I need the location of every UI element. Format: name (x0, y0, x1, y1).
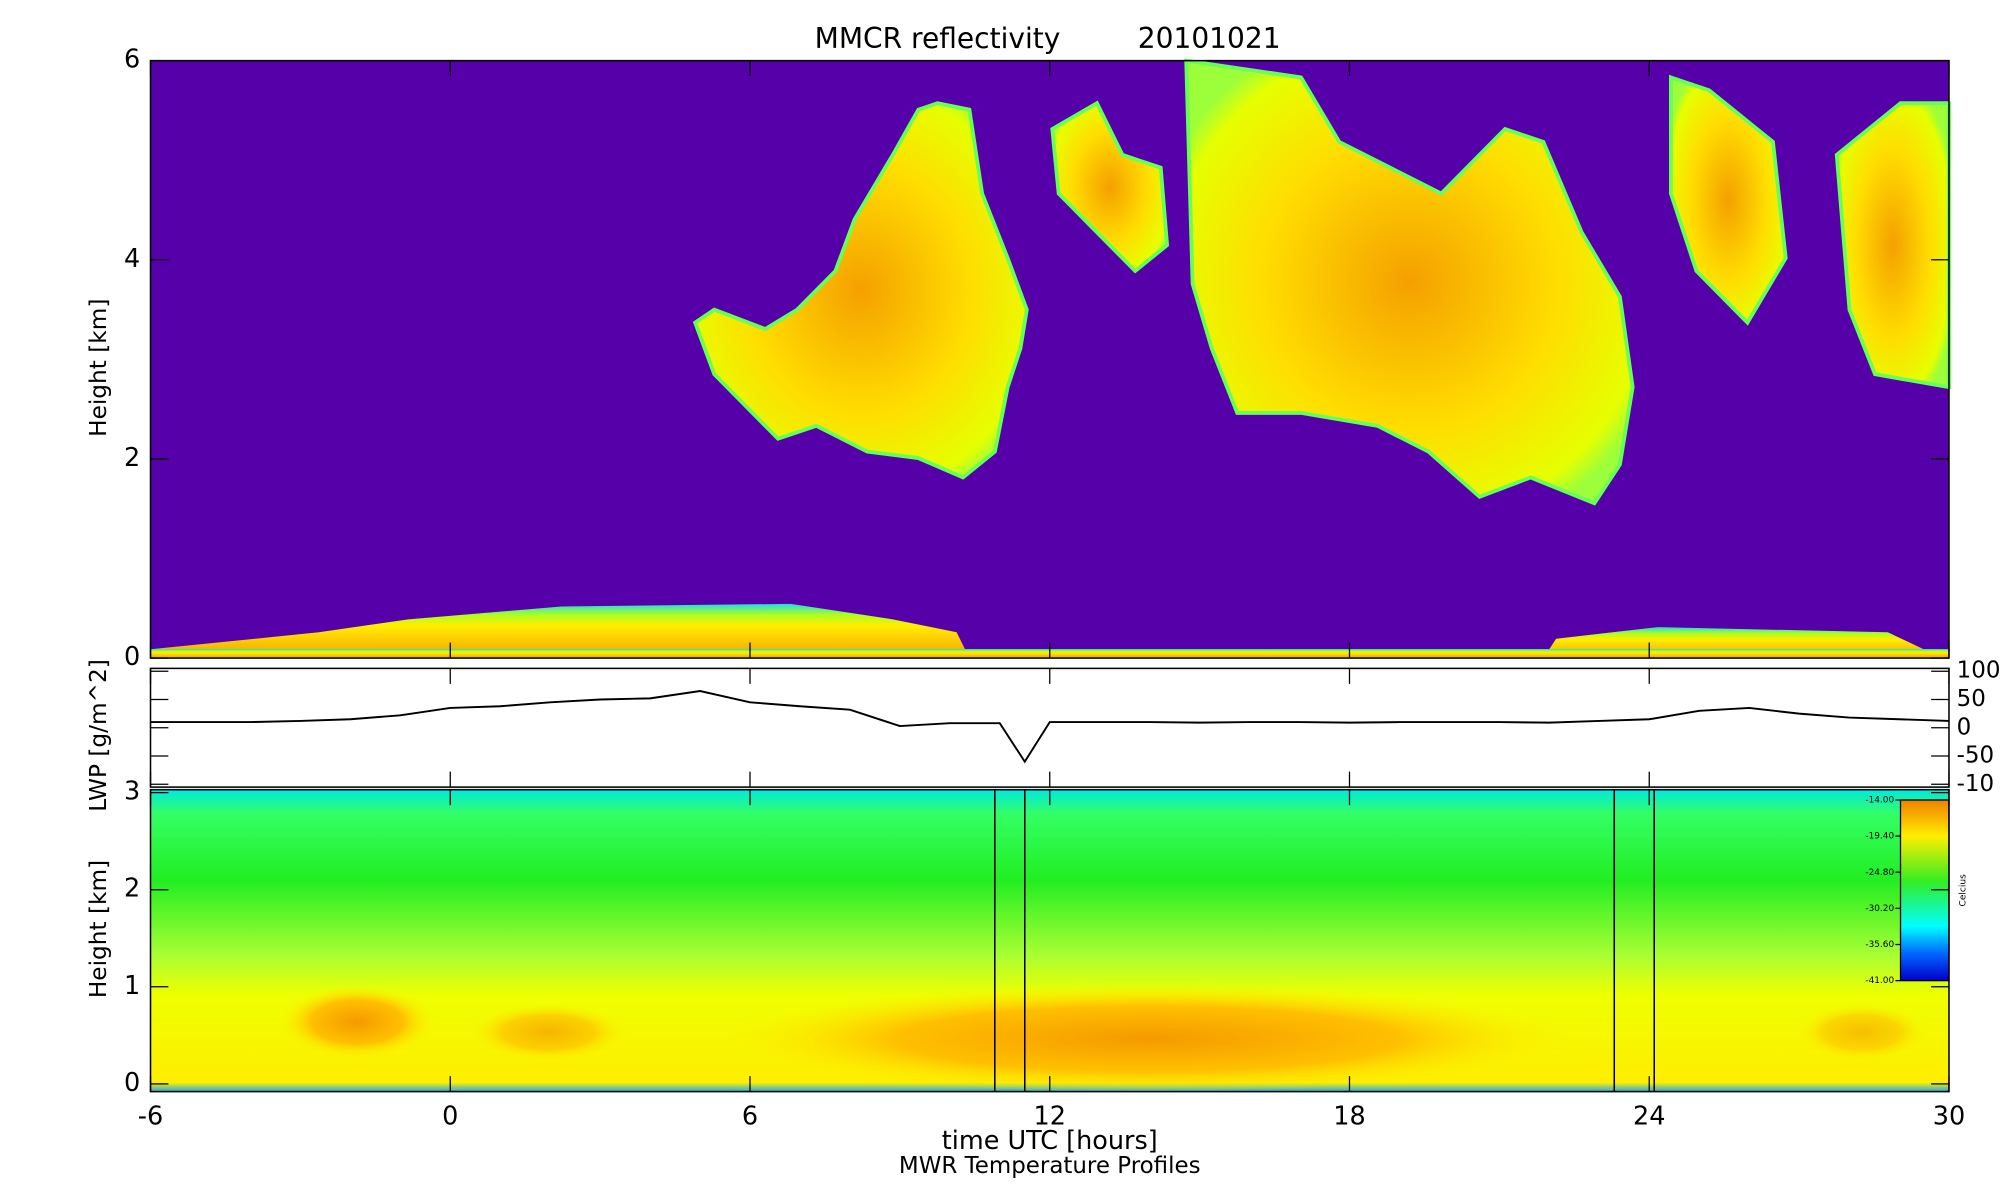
y-axis-label: Height [km] (86, 299, 112, 437)
chart-date: 20101021 (1138, 22, 1281, 55)
y-tick-label: 0 (124, 1068, 140, 1098)
colorbar-tick-label: -41.00 (1865, 976, 1894, 986)
x-tick-label: -6 (138, 1101, 163, 1131)
y-tick-label: 50 (1957, 686, 1986, 712)
y-tick-label: 2 (124, 874, 140, 904)
background (150, 60, 1949, 659)
x-axis-label: time UTC [hours] (942, 1126, 1158, 1156)
frame (149, 667, 1950, 788)
colorbar-tick-label: -35.60 (1865, 940, 1894, 950)
y-axis-label: LWP [g/m^2] (86, 659, 112, 812)
y-tick-label: 6 (124, 45, 140, 75)
cloud (1669, 74, 1788, 326)
x-tick-label: 24 (1633, 1101, 1665, 1131)
y-axis-label: Height [km] (86, 860, 112, 998)
cloud-echoes (692, 58, 1951, 506)
cloud (692, 101, 1029, 480)
cloud (1050, 100, 1170, 274)
warm-region (471, 1003, 625, 1061)
x-tick-label: 18 (1333, 1101, 1365, 1131)
x-tick-label: 6 (742, 1101, 758, 1131)
low-cloud (153, 603, 970, 659)
y-tick-label: 0 (1957, 714, 1972, 740)
cloud (1184, 58, 1635, 506)
y-tick-label: 100 (1957, 658, 2000, 684)
colorbar-tick-label: -14.00 (1865, 795, 1894, 805)
warm-region (1798, 1003, 1927, 1061)
warm-region (280, 985, 434, 1059)
y-tick-label: -50 (1957, 742, 1994, 768)
colorbar-tick-label: -19.40 (1865, 832, 1894, 842)
chart-subtitle: MWR Temperature Profiles (899, 1153, 1201, 1179)
temperature-field (150, 789, 1950, 1093)
warm-region (727, 984, 1569, 1093)
reflectivity-field (150, 58, 1951, 659)
colorbar-tick-label: -24.80 (1865, 868, 1894, 878)
x-tick-label: 12 (1034, 1101, 1066, 1131)
chart-title: MMCR reflectivity (815, 22, 1061, 55)
colorbar (1899, 799, 1950, 982)
x-tick-label: 30 (1933, 1101, 1965, 1131)
y-tick-label: 2 (124, 443, 140, 473)
y-tick-label: 3 (124, 776, 140, 806)
colorbar-tick-label: -30.20 (1865, 904, 1894, 914)
colorbar-label: Celcius (1959, 874, 1969, 907)
y-tick-label: -10 (1957, 771, 1994, 797)
lwp-line (150, 690, 1950, 764)
y-tick-label: 1 (124, 971, 140, 1001)
y-tick-label: 0 (124, 642, 140, 672)
x-tick-label: 0 (442, 1101, 458, 1131)
y-tick-label: 4 (124, 244, 140, 274)
